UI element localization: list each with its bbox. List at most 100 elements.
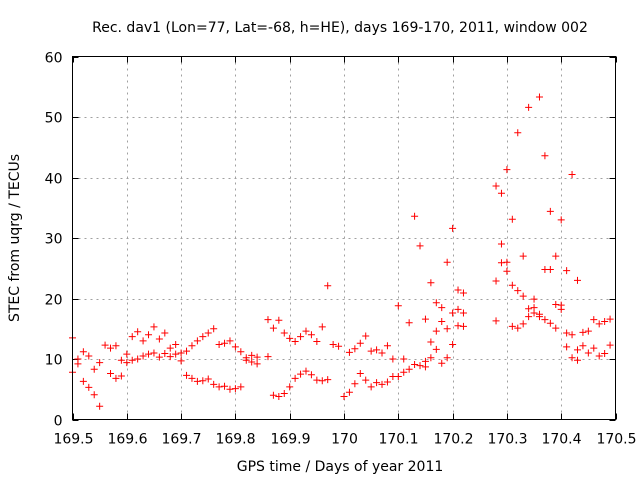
data-point xyxy=(193,377,201,385)
chart-title: Rec. dav1 (Lon=77, Lat=-68, h=HE), days … xyxy=(92,20,588,36)
data-point xyxy=(139,337,147,345)
data-point xyxy=(345,348,353,356)
data-point xyxy=(508,215,516,223)
data-point xyxy=(595,320,603,328)
data-point xyxy=(394,302,402,310)
data-point xyxy=(416,362,424,370)
data-point xyxy=(96,359,104,367)
data-point xyxy=(324,282,332,290)
data-point xyxy=(421,357,429,365)
data-point xyxy=(601,317,609,325)
data-point xyxy=(264,316,272,324)
x-tick-label: 169.7 xyxy=(161,432,201,448)
data-point xyxy=(101,341,109,349)
data-point xyxy=(373,346,381,354)
data-point xyxy=(307,331,315,339)
data-point xyxy=(590,344,598,352)
data-point xyxy=(231,343,239,351)
data-point xyxy=(601,350,609,358)
data-point xyxy=(557,216,565,224)
data-point xyxy=(427,354,435,362)
axis-ticks xyxy=(72,56,617,421)
x-tick-label: 170.3 xyxy=(487,432,527,448)
data-point xyxy=(563,343,571,351)
data-point xyxy=(367,383,375,391)
data-point xyxy=(145,350,153,358)
data-point xyxy=(378,380,386,388)
data-point xyxy=(275,316,283,324)
data-point xyxy=(199,377,207,385)
data-point xyxy=(264,353,272,361)
data-point xyxy=(394,373,402,381)
data-point xyxy=(313,337,321,345)
data-point xyxy=(492,277,500,285)
y-tick-labels: 0 10 20 30 40 50 60 xyxy=(45,51,63,430)
data-point xyxy=(525,313,533,321)
data-point xyxy=(421,315,429,323)
y-tick-label: 50 xyxy=(45,111,63,127)
data-point xyxy=(286,334,294,342)
data-point xyxy=(172,350,180,358)
data-point xyxy=(443,258,451,266)
data-point xyxy=(563,267,571,275)
data-point xyxy=(432,327,440,335)
x-tick-label: 170.1 xyxy=(378,432,418,448)
data-point xyxy=(166,344,174,352)
data-point xyxy=(210,325,218,333)
data-point xyxy=(85,352,93,360)
data-point xyxy=(107,344,115,352)
data-point xyxy=(367,347,375,355)
data-point xyxy=(193,337,201,345)
data-point xyxy=(514,287,522,295)
data-point xyxy=(405,319,413,327)
y-tick-label: 60 xyxy=(45,51,63,67)
data-point xyxy=(112,374,120,382)
x-tick-label: 169.9 xyxy=(270,432,310,448)
data-point xyxy=(112,342,120,350)
data-point xyxy=(563,329,571,337)
data-point xyxy=(356,370,364,378)
data-point xyxy=(302,367,310,375)
y-tick-label: 40 xyxy=(45,172,63,188)
data-point xyxy=(188,374,196,382)
data-point xyxy=(541,316,549,324)
data-point xyxy=(503,267,511,275)
data-point xyxy=(318,323,326,331)
data-point xyxy=(362,376,370,384)
data-point xyxy=(449,340,457,348)
x-tick-label: 170 xyxy=(331,432,358,448)
data-point xyxy=(552,324,560,332)
data-point xyxy=(606,315,614,323)
data-point xyxy=(492,182,500,190)
data-point xyxy=(221,339,229,347)
data-point xyxy=(237,383,245,391)
data-point xyxy=(231,385,239,393)
plot-frame xyxy=(72,56,616,420)
data-point xyxy=(541,152,549,160)
data-point xyxy=(584,349,592,357)
data-point xyxy=(253,360,261,368)
data-point xyxy=(546,207,554,215)
data-point xyxy=(351,345,359,353)
data-point xyxy=(497,240,505,248)
data-point xyxy=(503,166,511,174)
data-point xyxy=(508,322,516,330)
data-point xyxy=(177,357,185,365)
data-point xyxy=(389,355,397,363)
data-point xyxy=(546,265,554,273)
data-point xyxy=(459,309,467,317)
data-point xyxy=(90,365,98,373)
data-point xyxy=(443,354,451,362)
data-point xyxy=(237,348,245,356)
data-point xyxy=(590,316,598,324)
data-point xyxy=(546,319,554,327)
data-point xyxy=(535,313,543,321)
data-point xyxy=(183,347,191,355)
data-point xyxy=(248,351,256,359)
data-point xyxy=(291,337,299,345)
data-point xyxy=(514,324,522,332)
data-point xyxy=(459,289,467,297)
data-point xyxy=(584,327,592,335)
data-point xyxy=(503,258,511,266)
